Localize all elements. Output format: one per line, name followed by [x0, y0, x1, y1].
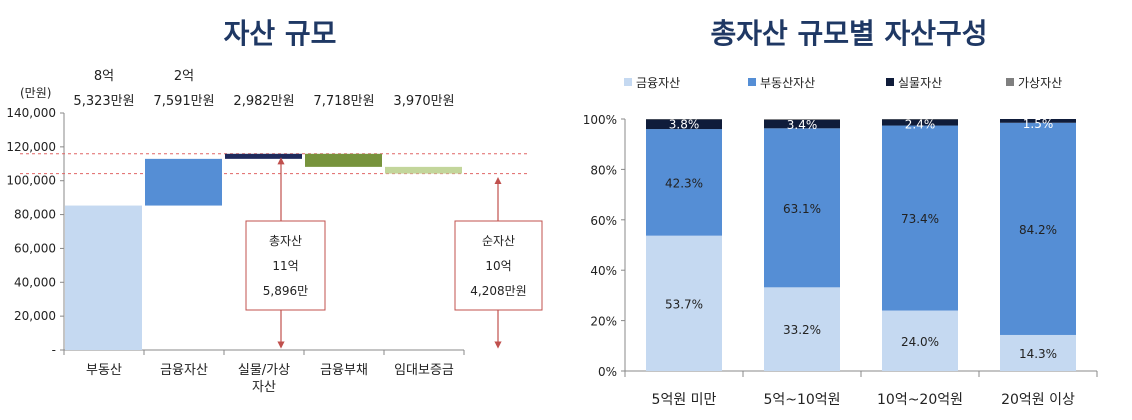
stacked-segment: [764, 119, 840, 120]
y-tick-label: 60%: [590, 214, 617, 228]
annotation-text: 11억: [272, 259, 298, 273]
data-label: 3.8%: [669, 118, 700, 132]
annotation-text: 4,208만원: [470, 284, 526, 298]
x-category-label: 금융부채: [320, 363, 368, 378]
value-label-manwon: 5,323만원: [73, 94, 134, 109]
legend-label: 금융자산: [636, 76, 680, 90]
value-label-manwon: 7,718만원: [313, 94, 374, 109]
x-category-label: 5억원 미만: [652, 392, 717, 408]
annotation-text: 10억: [485, 259, 511, 273]
value-label-manwon: 2,982만원: [233, 94, 294, 109]
y-unit-label: (만원): [20, 86, 51, 100]
data-label: 53.7%: [665, 297, 703, 311]
legend-label: 실물자산: [898, 76, 942, 90]
y-tick-label: 80%: [590, 163, 617, 177]
data-label: 3.4%: [787, 118, 818, 132]
y-tick-label: 120,000: [6, 140, 56, 154]
waterfall-bar: [305, 153, 382, 167]
y-tick-label: 100,000: [6, 174, 56, 188]
stacked-segment: [1000, 334, 1076, 371]
data-label: 63.1%: [783, 202, 821, 216]
stacked-segment: [764, 287, 840, 371]
x-category-label: 5억~10억원: [763, 392, 840, 408]
data-label: 14.3%: [1019, 347, 1057, 361]
value-label-manwon: 3,970만원: [393, 94, 454, 109]
waterfall-bar: [65, 205, 142, 350]
annotation-text: 5,896만: [263, 284, 308, 298]
y-tick-label: -: [52, 343, 56, 357]
legend-swatch: [748, 78, 756, 86]
data-label: 24.0%: [901, 335, 939, 349]
annotation-text: 총자산: [269, 234, 302, 248]
value-label-eok: 2억: [174, 69, 194, 84]
value-label-manwon: 7,591만원: [153, 94, 214, 109]
y-tick-label: 80,000: [14, 208, 56, 222]
stacked-segment: [646, 129, 722, 236]
x-category-label: 임대보증금: [394, 363, 454, 378]
x-category-label: 금융자산: [160, 363, 208, 378]
y-tick-label: 140,000: [6, 106, 56, 120]
stacked-segment: [764, 119, 840, 129]
waterfall-bar: [145, 158, 222, 206]
x-category-label: 부동산: [86, 363, 122, 378]
data-label: 1.5%: [1023, 117, 1054, 131]
x-category-label: 자산: [252, 380, 276, 395]
stacked-segment: [882, 119, 958, 120]
stacked-segment: [764, 128, 840, 288]
legend-swatch: [886, 78, 894, 86]
y-tick-label: 40,000: [14, 275, 56, 289]
stacked-bar-chart: 금융자산 부동산자산 실물자산 가상자산 0% 20% 40% 60% 80% 100% 53.7%…: [583, 76, 1098, 408]
stacked-segment: [646, 119, 722, 130]
asset-size-panel: 자산 규모 (만원) - 20,000 40,000 60,000 80,000 100,0…: [0, 0, 560, 420]
x-category-label: 실물/가상: [238, 363, 290, 378]
y-tick-label: 0%: [598, 365, 617, 379]
annotation-box: [454, 220, 543, 311]
y-tick-label: 60,000: [14, 241, 56, 255]
annotation-box: [245, 220, 326, 311]
x-category-label: 10억~20억원: [877, 392, 963, 408]
value-label-eok: 8억: [94, 69, 114, 84]
stacked-segment: [882, 310, 958, 371]
data-label: 42.3%: [665, 176, 703, 190]
stacked-segment: [882, 125, 958, 311]
waterfall-bar: [225, 153, 302, 159]
data-label: 2.4%: [905, 118, 936, 132]
waterfall-chart: (만원) - 20,000 40,000 60,000 80,000 100,000 120,…: [6, 69, 543, 395]
y-tick-label: 20%: [590, 315, 617, 329]
legend-swatch: [1006, 78, 1014, 86]
data-label: 33.2%: [783, 323, 821, 337]
legend-label: 가상자산: [1018, 76, 1062, 90]
legend-swatch: [624, 78, 632, 86]
waterfall-bar: [385, 166, 462, 174]
data-label: 84.2%: [1019, 223, 1057, 237]
y-tick-label: 40%: [590, 264, 617, 278]
x-category-label: 20억원 이상: [1001, 392, 1075, 408]
stacked-segment: [646, 119, 722, 120]
asset-composition-title: 총자산 규모별 자산구성: [710, 17, 988, 50]
asset-size-title: 자산 규모: [223, 17, 337, 50]
stacked-segment: [646, 235, 722, 371]
y-tick-label: 100%: [583, 113, 617, 127]
stacked-segment: [882, 119, 958, 126]
annotation-text: 순자산: [482, 234, 515, 248]
stacked-segment: [1000, 122, 1076, 335]
legend-label: 부동산자산: [760, 76, 815, 90]
data-label: 73.4%: [901, 212, 939, 226]
y-tick-label: 20,000: [14, 309, 56, 323]
stacked-segment: [1000, 119, 1076, 123]
asset-composition-panel: 총자산 규모별 자산구성 금융자산 부동산자산 실물자산 가상자산 0% 20% 40% 60…: [566, 0, 1132, 420]
